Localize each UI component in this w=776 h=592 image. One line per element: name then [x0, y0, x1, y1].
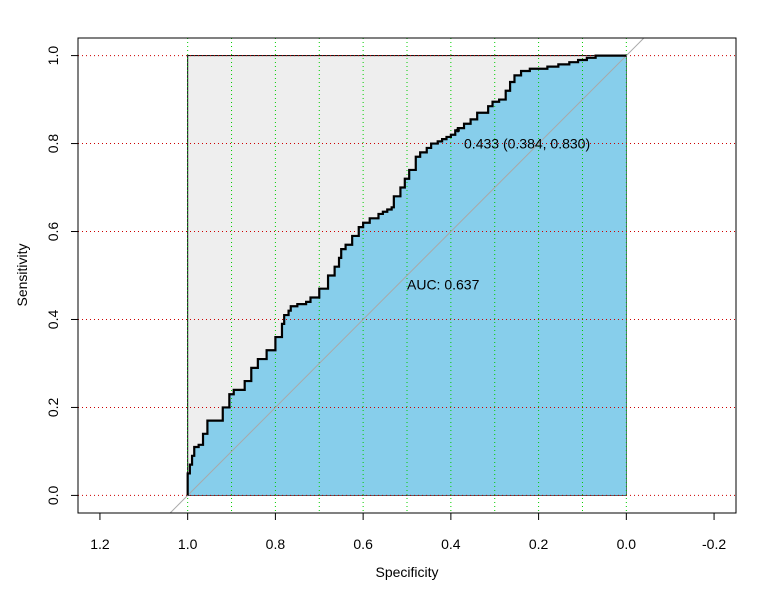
threshold-point [455, 128, 460, 133]
y-tick-label: 1.0 [45, 46, 61, 66]
x-tick-label: 1.0 [178, 536, 198, 552]
roc-curve [186, 54, 627, 496]
y-tick-label: 0.8 [45, 134, 61, 154]
y-tick-label: 0.4 [45, 310, 61, 330]
y-tick-label: 0.2 [45, 398, 61, 418]
x-tick-label: -0.2 [702, 536, 726, 552]
y-tick-label: 0.6 [45, 222, 61, 242]
x-axis-title: Specificity [375, 564, 438, 580]
x-tick-label: 0.8 [266, 536, 286, 552]
y-axis-title: Sensitivity [14, 243, 30, 306]
x-tick-label: 1.2 [90, 536, 110, 552]
threshold-annotation: 0.433 (0.384, 0.830) [464, 136, 590, 152]
x-tick-label: 0.4 [441, 536, 461, 552]
y-tick-label: 0.0 [45, 485, 61, 505]
diagonal-reference-line [169, 37, 645, 514]
curve-layer [169, 37, 645, 514]
annotation-layer: 0.433 (0.384, 0.830) AUC: 0.637 [407, 136, 590, 293]
auc-annotation: AUC: 0.637 [407, 276, 480, 292]
x-tick-label: 0.0 [617, 536, 637, 552]
x-tick-label: 0.2 [529, 536, 549, 552]
x-tick-label: 0.6 [353, 536, 373, 552]
axis-layer: 1.2 1.0 0.8 0.6 0.4 0.2 0.0 -0.2 0.0 0.2 0.4 0.6 0.8… [45, 46, 726, 552]
